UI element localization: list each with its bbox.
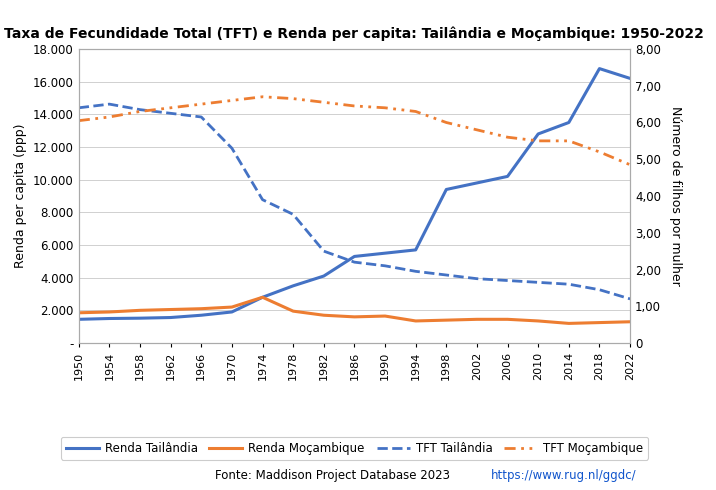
Title: Taxa de Fecundidade Total (TFT) e Renda per capita: Tailândia e Moçambique: 1950: Taxa de Fecundidade Total (TFT) e Renda … <box>4 26 705 41</box>
Y-axis label: Número de filhos por mulher: Número de filhos por mulher <box>669 106 682 286</box>
Text: Fonte: Maddison Project Database 2023: Fonte: Maddison Project Database 2023 <box>215 469 453 482</box>
Legend: Renda Tailândia, Renda Moçambique, TFT Tailândia, TFT Moçambique: Renda Tailândia, Renda Moçambique, TFT T… <box>61 437 648 460</box>
Y-axis label: Renda per capita (ppp): Renda per capita (ppp) <box>14 124 27 268</box>
Text: https://www.rug.nl/ggdc/: https://www.rug.nl/ggdc/ <box>490 469 636 482</box>
